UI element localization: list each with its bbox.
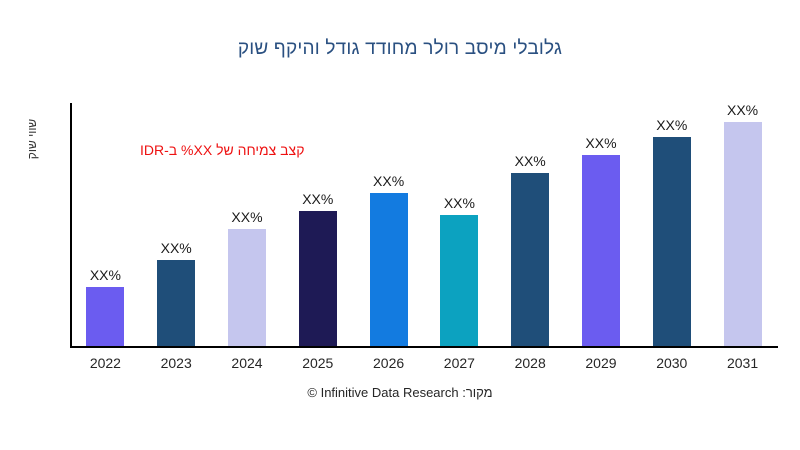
bar-group-2024[interactable]: XX% (212, 103, 283, 346)
bar-value-label: XX% (302, 191, 334, 207)
bar-2029[interactable] (581, 155, 620, 346)
bar-value-label: XX% (373, 173, 405, 189)
bar-value-label: XX% (89, 267, 121, 283)
bar-group-2030[interactable]: XX% (636, 103, 707, 346)
bar-group-2029[interactable]: XX% (566, 103, 637, 346)
x-tick-2030: 2030 (656, 355, 688, 371)
bar-2023[interactable] (157, 260, 196, 346)
x-axis-line (70, 346, 778, 348)
bar-group-2027[interactable]: XX% (424, 103, 495, 346)
bar-group-2023[interactable]: XX% (141, 103, 212, 346)
bar-value-label: XX% (727, 102, 759, 118)
bar-value-label: XX% (231, 209, 263, 225)
bar-2024[interactable] (227, 229, 266, 346)
x-tick-2026: 2026 (373, 355, 405, 371)
bar-group-2026[interactable]: XX% (353, 103, 424, 346)
x-tick-2027: 2027 (443, 355, 475, 371)
x-tick-2025: 2025 (302, 355, 334, 371)
bar-value-label: XX% (443, 195, 475, 211)
bar-series: XX% XX% XX% XX% XX% XX% XX% XX% XX% XX% (70, 103, 778, 346)
bar-2022[interactable] (86, 287, 125, 346)
bar-2026[interactable] (369, 193, 408, 346)
bar-group-2028[interactable]: XX% (495, 103, 566, 346)
x-axis-tick-labels: 2022 2023 2024 2025 2026 2027 2028 2029 2030 2031 (70, 355, 778, 371)
plot-area: XX% XX% XX% XX% XX% XX% XX% XX% XX% XX% (70, 103, 778, 348)
bar-2031[interactable] (723, 122, 762, 346)
chart-title: גלובלי מיסב רולר מחודד גודל והיקף שוק (237, 38, 563, 59)
bar-2025[interactable] (298, 211, 337, 346)
x-tick-2024: 2024 (231, 355, 263, 371)
bar-2027[interactable] (440, 215, 479, 346)
bar-value-label: XX% (656, 117, 688, 133)
bar-group-2031[interactable]: XX% (707, 103, 778, 346)
x-tick-2022: 2022 (89, 355, 121, 371)
y-axis-label: שווי שוק (25, 118, 39, 160)
bar-group-2022[interactable]: XX% (70, 103, 141, 346)
bar-group-2025[interactable]: XX% (282, 103, 353, 346)
x-tick-2023: 2023 (160, 355, 192, 371)
growth-rate-annotation: קצב צמיחה של XX% ב-IDR (140, 142, 305, 158)
source-footer: מקור: Infinitive Data Research © (307, 385, 493, 400)
bar-value-label: XX% (585, 135, 617, 151)
y-axis-line (70, 103, 72, 348)
bar-value-label: XX% (160, 240, 192, 256)
x-tick-2028: 2028 (514, 355, 546, 371)
bar-2028[interactable] (511, 173, 550, 346)
bar-value-label: XX% (514, 153, 546, 169)
bar-2030[interactable] (652, 137, 691, 346)
x-tick-2029: 2029 (585, 355, 617, 371)
x-tick-2031: 2031 (726, 355, 759, 371)
